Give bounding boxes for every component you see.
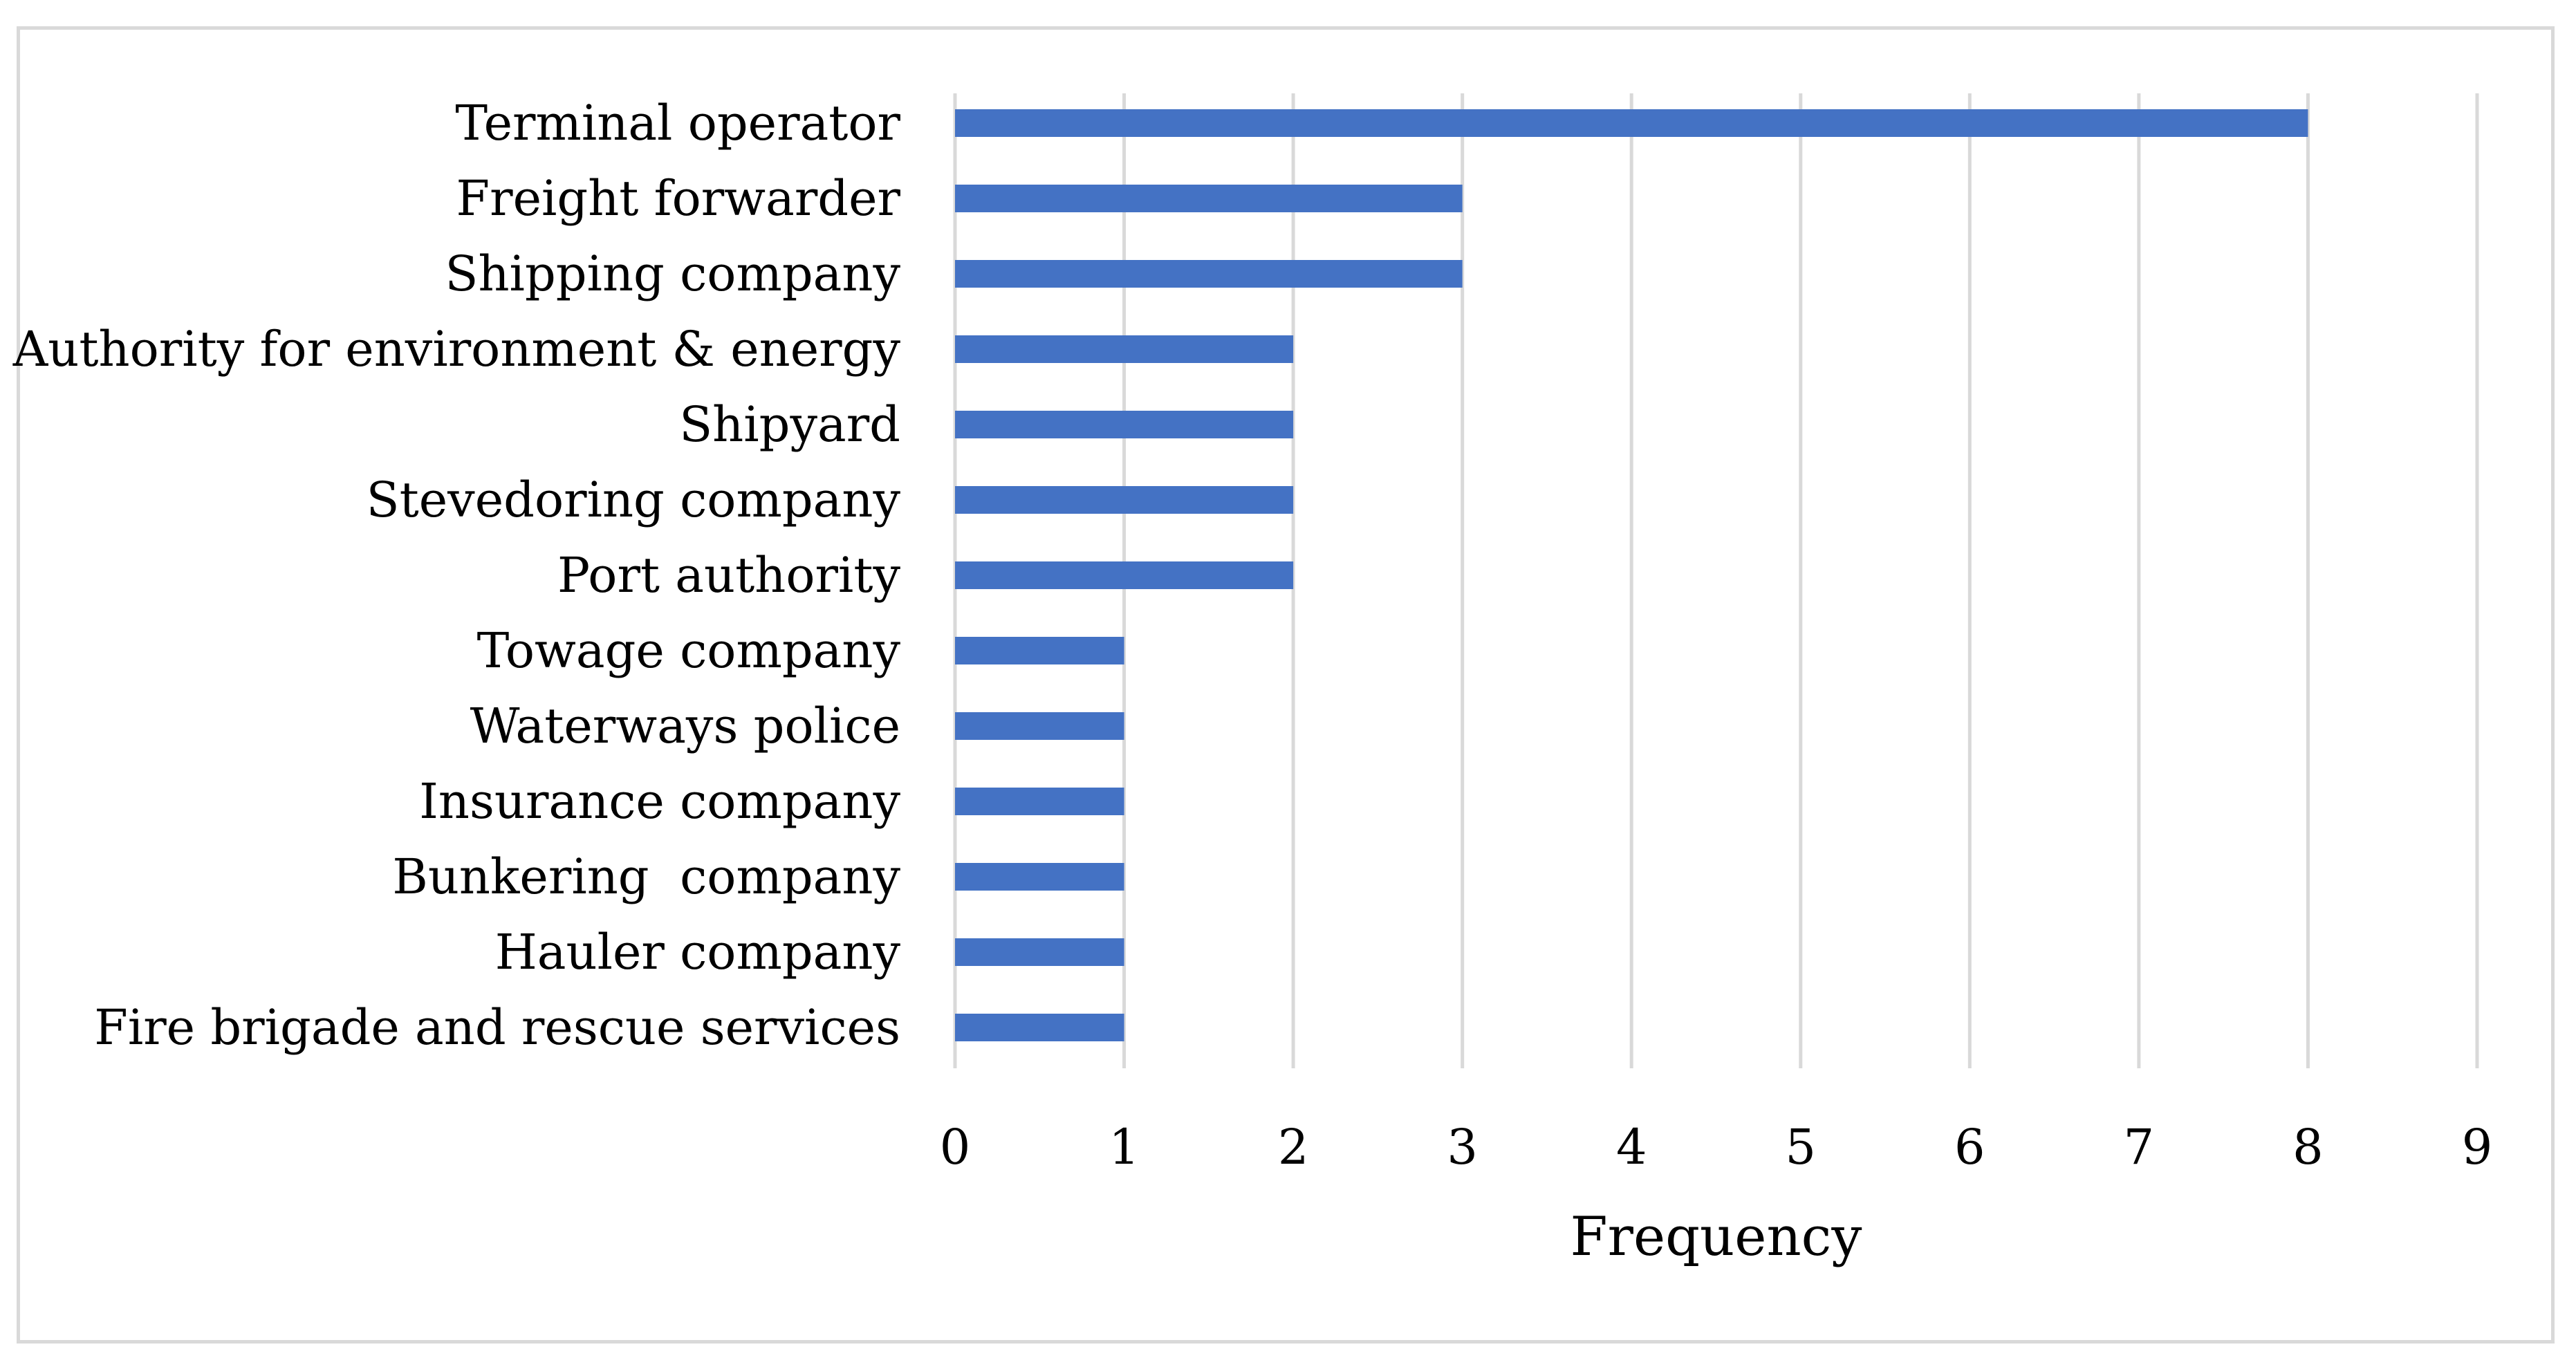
category-label: Stevedoring company xyxy=(367,472,901,528)
bar-layer xyxy=(955,109,2308,1041)
bar xyxy=(955,788,1124,815)
bar xyxy=(955,411,1294,438)
bar xyxy=(955,712,1124,740)
category-label: Shipyard xyxy=(679,396,900,453)
x-tick-label: 9 xyxy=(2462,1119,2493,1175)
x-tick-label: 5 xyxy=(1786,1119,1817,1175)
category-label: Shipping company xyxy=(445,245,901,302)
bar xyxy=(955,938,1124,966)
x-tick-label: 1 xyxy=(1109,1119,1140,1175)
grid-layer xyxy=(953,93,2479,1068)
bar xyxy=(955,1014,1124,1041)
bar xyxy=(955,486,1294,514)
category-label: Bunkering company xyxy=(392,848,900,905)
bar xyxy=(955,109,2308,137)
category-label: Port authority xyxy=(557,547,900,604)
category-label: Waterways police xyxy=(470,698,900,754)
category-label: Hauler company xyxy=(495,924,901,980)
category-label: Freight forwarder xyxy=(456,170,901,227)
x-axis-title: Frequency xyxy=(1570,1206,1862,1268)
category-label: Towage company xyxy=(477,622,901,679)
category-label: Fire brigade and rescue services xyxy=(94,999,900,1056)
x-tick-label: 3 xyxy=(1447,1119,1478,1175)
x-tick-label: 4 xyxy=(1616,1119,1647,1175)
category-label: Terminal operator xyxy=(455,95,900,151)
x-tick-label: 0 xyxy=(940,1119,971,1175)
x-tick-label: 7 xyxy=(2124,1119,2155,1175)
category-labels: Terminal operator Freight forwarder Shippi… xyxy=(12,95,901,1056)
bar xyxy=(955,260,1463,288)
bar xyxy=(955,335,1294,363)
bar xyxy=(955,863,1124,891)
bar xyxy=(955,637,1124,664)
category-label: Authority for environment & energy xyxy=(12,321,901,378)
x-tick-label: 8 xyxy=(2292,1119,2324,1175)
category-label: Insurance company xyxy=(419,773,900,830)
x-tick-labels: 0 1 2 3 4 5 6 7 8 9 xyxy=(940,1119,2493,1175)
chart-frame xyxy=(17,26,2555,1343)
bar xyxy=(955,561,1294,589)
x-tick-label: 6 xyxy=(1954,1119,1985,1175)
bar xyxy=(955,185,1463,212)
x-tick-label: 2 xyxy=(1278,1119,1309,1175)
